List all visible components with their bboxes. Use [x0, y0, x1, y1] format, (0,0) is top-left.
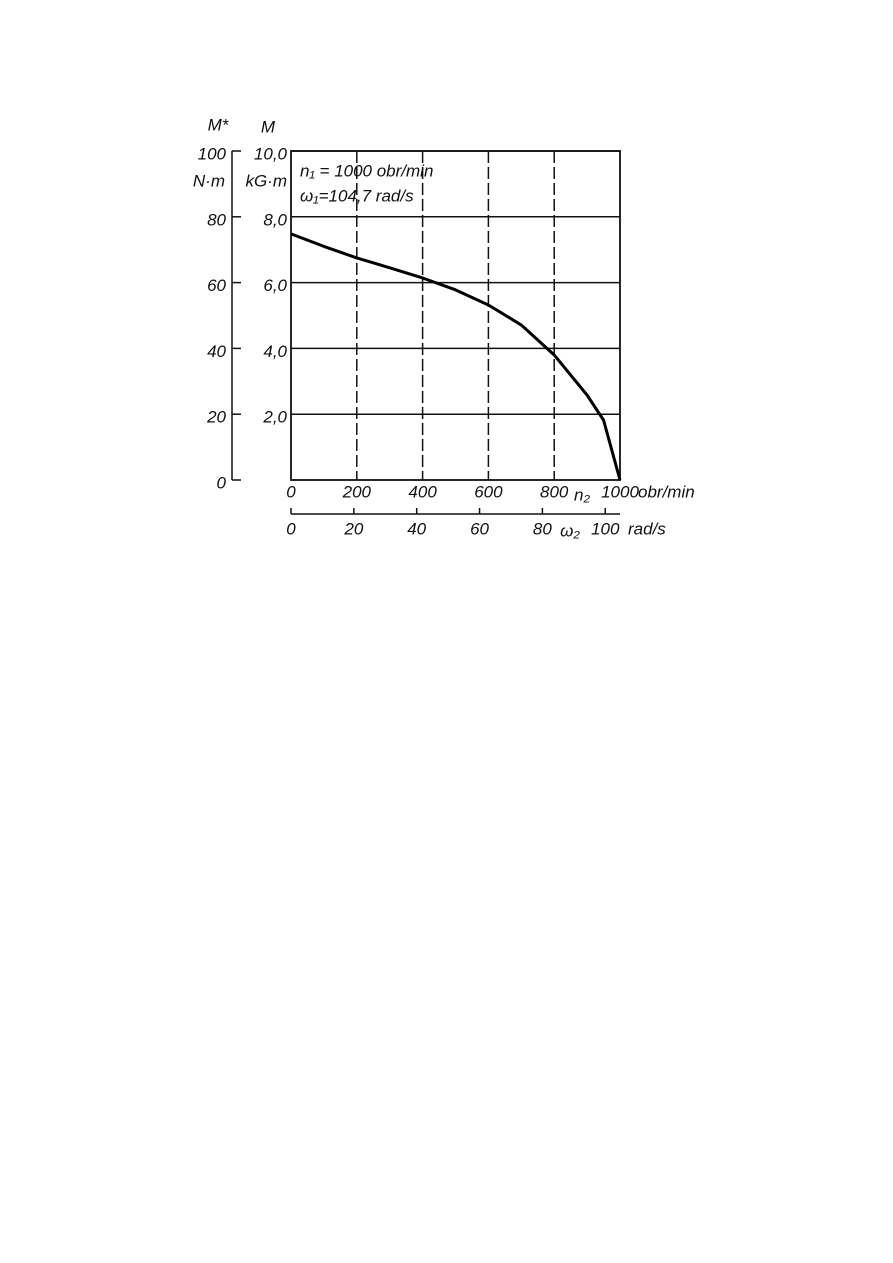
- y2-tick-label: 80: [207, 210, 226, 229]
- x2-tick-label: 80: [533, 519, 552, 538]
- y2-tick-label: 40: [207, 342, 226, 361]
- y-tick-label: 10,0: [254, 144, 288, 163]
- y2-tick-label: 100: [198, 144, 227, 163]
- y2-unit: N·m: [193, 171, 225, 190]
- x-tick-label: 200: [342, 482, 372, 501]
- x-label: n₂: [574, 485, 590, 504]
- y-tick-label: 6,0: [263, 276, 287, 295]
- x-tick-label: 800: [540, 482, 569, 501]
- x2-tick-label: 20: [343, 519, 363, 538]
- x2-tick-label: 100: [591, 519, 620, 538]
- x2-tick-label: 60: [470, 519, 489, 538]
- y2-tick-label: 0: [217, 473, 227, 492]
- x-tick-label: 0: [286, 482, 296, 501]
- x-tick-label: 600: [474, 482, 503, 501]
- y2-tick-label: 60: [207, 276, 226, 295]
- x2-tick-label: 40: [407, 519, 426, 538]
- curve: [290, 232, 622, 481]
- x-unit: obr/min: [638, 482, 695, 501]
- y-tick-label: 8,0: [263, 210, 287, 229]
- x-tick-label: 400: [408, 482, 437, 501]
- annotation: ω₁=104,7 rad/s: [300, 186, 414, 205]
- x2-tick-label: 0: [286, 519, 296, 538]
- y-tick-label: 2,0: [262, 408, 287, 427]
- y2-label: M*: [208, 115, 230, 134]
- y-label: M: [261, 117, 276, 136]
- x2-label: ω₂: [560, 521, 580, 540]
- x2-unit: rad/s: [628, 519, 666, 538]
- annotation: n₁ = 1000 obr/min: [300, 161, 433, 180]
- x-tick-label: 1000: [601, 482, 639, 501]
- y-tick-label: 4,0: [263, 342, 287, 361]
- y-unit: kG·m: [245, 171, 287, 190]
- y2-tick-label: 20: [206, 408, 226, 427]
